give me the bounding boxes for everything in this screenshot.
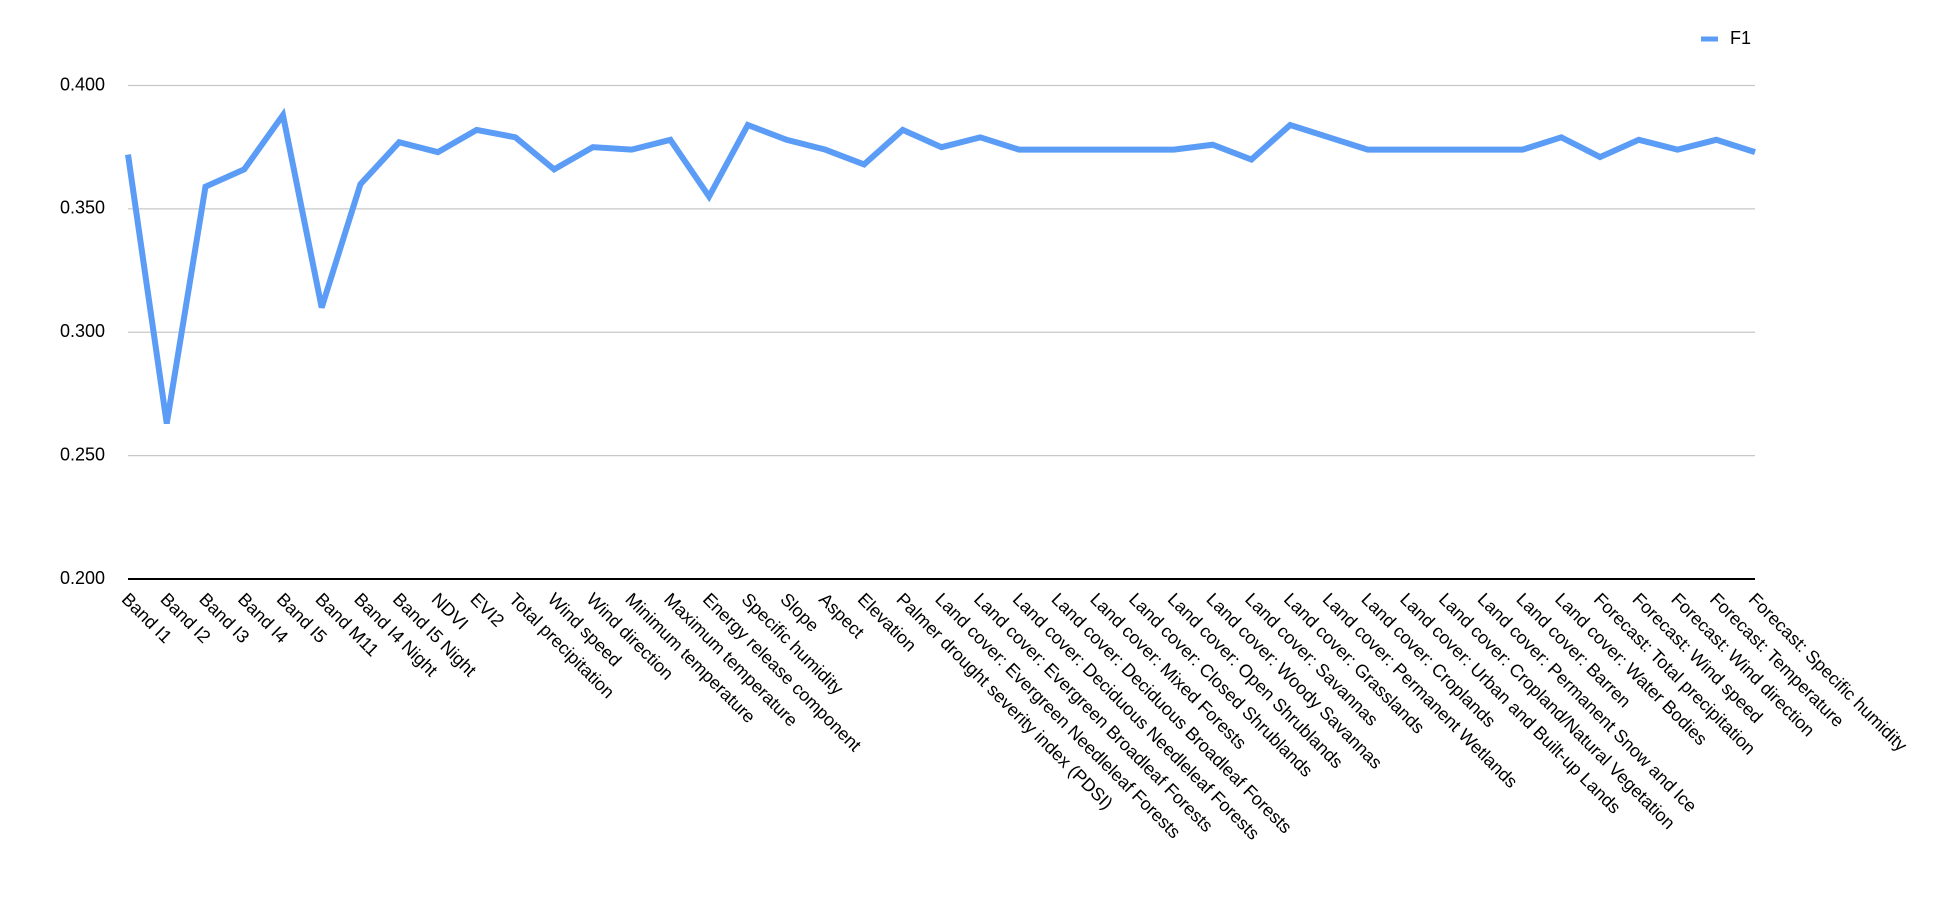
y-tick-label: 0.250: [60, 444, 105, 464]
y-tick-label: 0.350: [60, 198, 105, 218]
y-tick-label: 0.200: [60, 568, 105, 588]
x-tick-label: Forecast: Specific humidity: [1745, 589, 1911, 755]
x-tick-label: EVI2: [466, 589, 508, 631]
y-tick-label: 0.300: [60, 321, 105, 341]
y-tick-label: 0.400: [60, 74, 105, 94]
legend-label: F1: [1730, 28, 1751, 48]
data-line: [125, 107, 1756, 425]
